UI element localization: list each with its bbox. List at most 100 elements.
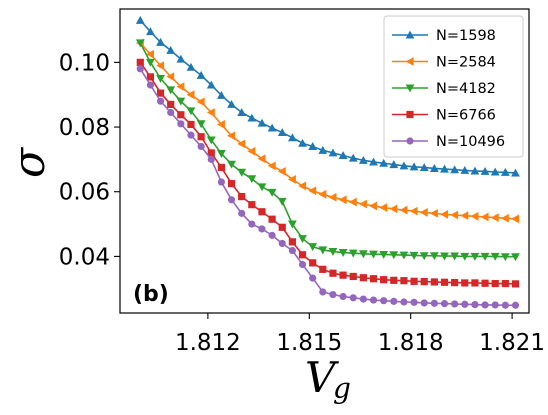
data-point [358,155,368,164]
data-point [369,157,378,166]
data-point [278,223,286,231]
data-point [136,58,144,66]
data-point [369,296,378,304]
data-point [329,290,337,299]
data-point [481,279,489,287]
data-point [237,139,246,149]
legend-marker [406,137,414,145]
legend-marker [406,110,414,119]
data-point [511,280,520,288]
data-point [308,186,317,196]
data-point [217,90,226,99]
data-point [308,243,318,252]
data-point [238,209,246,217]
data-point [429,164,439,172]
data-point [298,138,307,147]
data-point [298,251,307,259]
data-point [206,80,216,89]
x-tick-label: 1.812 [175,330,241,356]
data-point [146,49,154,59]
data-point [399,251,409,260]
data-point [288,246,296,255]
data-point [481,301,489,309]
series-1 [135,15,520,177]
data-point [490,213,499,222]
data-point [257,154,266,164]
data-point [338,151,348,160]
data-point [247,146,256,156]
data-point [328,192,337,202]
data-point [156,89,165,97]
data-point [288,238,296,246]
data-point [176,97,186,106]
data-point [338,195,347,205]
x-axis-label-main: V [305,353,339,402]
data-point [359,295,367,303]
data-point [450,252,460,261]
data-point [156,97,165,105]
data-point [511,253,520,262]
data-point [429,208,438,218]
legend-box [383,15,524,158]
data-point [400,277,408,285]
data-point [146,81,155,89]
data-point [248,201,256,209]
data-point [197,133,205,141]
data-point [461,300,469,308]
legend: N=1598 N=2584 N=4182 N=6766 N=10496 [383,15,524,158]
data-point [511,301,520,309]
data-point [511,168,520,177]
data-point [440,164,449,173]
x-tick-label: 1.821 [479,330,545,356]
data-point [237,168,247,177]
data-point [156,75,165,83]
data-point [480,212,489,222]
data-point [420,278,428,286]
data-point [136,65,144,73]
data-point [277,166,286,176]
data-point [196,120,206,129]
panel-label: (b) [133,282,169,307]
x-tick-label: 1.818 [378,330,444,356]
x-axis-label: V g [305,353,351,405]
data-point [166,72,175,81]
data-point [451,279,459,287]
data-point [430,299,438,307]
legend-label: N=1598 [436,28,496,44]
data-point [390,276,398,284]
data-point [176,54,186,63]
y-tick-label: 0.06 [59,180,110,206]
data-point [156,37,165,46]
data-point [258,225,266,233]
data-point [470,211,479,221]
data-point [187,120,195,129]
x-tick-label: 1.815 [276,330,342,356]
series-4 [136,58,520,288]
data-point [501,301,509,309]
data-point [338,249,348,257]
data-point [146,73,155,81]
data-point [196,97,205,107]
data-point [410,298,418,306]
data-point [389,251,399,260]
data-point [410,277,418,285]
data-point [369,201,378,211]
data-point [471,300,479,309]
series-2 [135,38,519,224]
data-point [500,167,510,176]
data-point [197,142,205,151]
data-point [460,165,470,174]
data-point [227,180,236,188]
legend-label: N=6766 [436,108,496,124]
legend-marker [405,57,414,66]
data-point [359,274,367,282]
data-point [501,279,509,288]
data-point [268,231,276,239]
data-point [380,276,388,284]
data-point [196,70,206,79]
y-tick-label: 0.08 [59,115,110,141]
data-point [298,235,307,244]
data-point [146,27,155,36]
data-point [460,252,470,261]
legend-label: N=2584 [436,55,496,71]
